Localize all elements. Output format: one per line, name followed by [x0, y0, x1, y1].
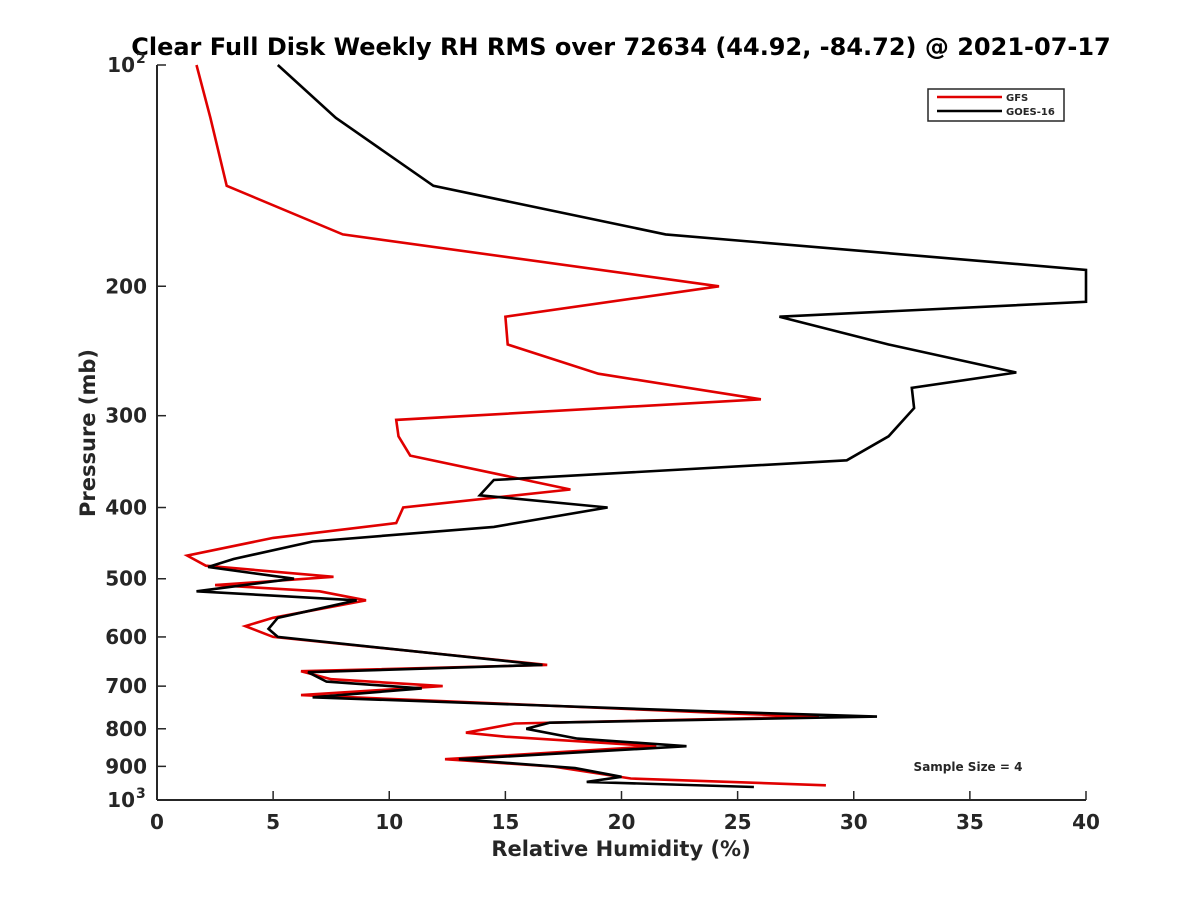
x-tick-label: 30 [840, 810, 868, 834]
legend-box [927, 88, 1065, 122]
y-tick-label: 600 [105, 625, 147, 649]
y-tick-label: 500 [105, 567, 147, 591]
series-line-gfs [183, 64, 826, 787]
series-line-goes16 [196, 64, 1088, 789]
y-tick-label: 10 [107, 788, 135, 812]
legend-label-goes16: GOES-16 [1006, 107, 1055, 118]
x-tick-label: 25 [724, 810, 752, 834]
x-tick-label: 10 [375, 810, 403, 834]
x-tick-label: 15 [491, 810, 519, 834]
series-layer [183, 64, 1088, 789]
sample-size-annotation: Sample Size = 4 [914, 760, 1023, 774]
x-tick-label: 40 [1072, 810, 1100, 834]
chart-title: Clear Full Disk Weekly RH RMS over 72634… [131, 33, 1111, 61]
y-tick-label: 10 [107, 53, 135, 77]
y-tick-label: 300 [105, 404, 147, 428]
x-tick-label: 20 [608, 810, 636, 834]
x-tick-label: 35 [956, 810, 984, 834]
y-tick-label: 400 [105, 496, 147, 520]
x-ticks: 0 5 10 15 20 25 30 35 40 [150, 791, 1100, 834]
y-tick-label: 800 [105, 717, 147, 741]
y-tick-label: 900 [105, 754, 147, 778]
x-tick-label: 0 [150, 810, 164, 834]
x-axis-label: Relative Humidity (%) [491, 837, 750, 861]
y-tick-label: 200 [105, 274, 147, 298]
x-tick-label: 5 [266, 810, 280, 834]
legend-label-gfs: GFS [1006, 93, 1028, 104]
y-axis-label: Pressure (mb) [76, 349, 100, 517]
y-tick-exponent: 3 [136, 786, 146, 802]
y-tick-exponent: 2 [136, 51, 146, 67]
y-tick-label: 700 [105, 674, 147, 698]
legend: GFS GOES-16 [927, 88, 1065, 122]
